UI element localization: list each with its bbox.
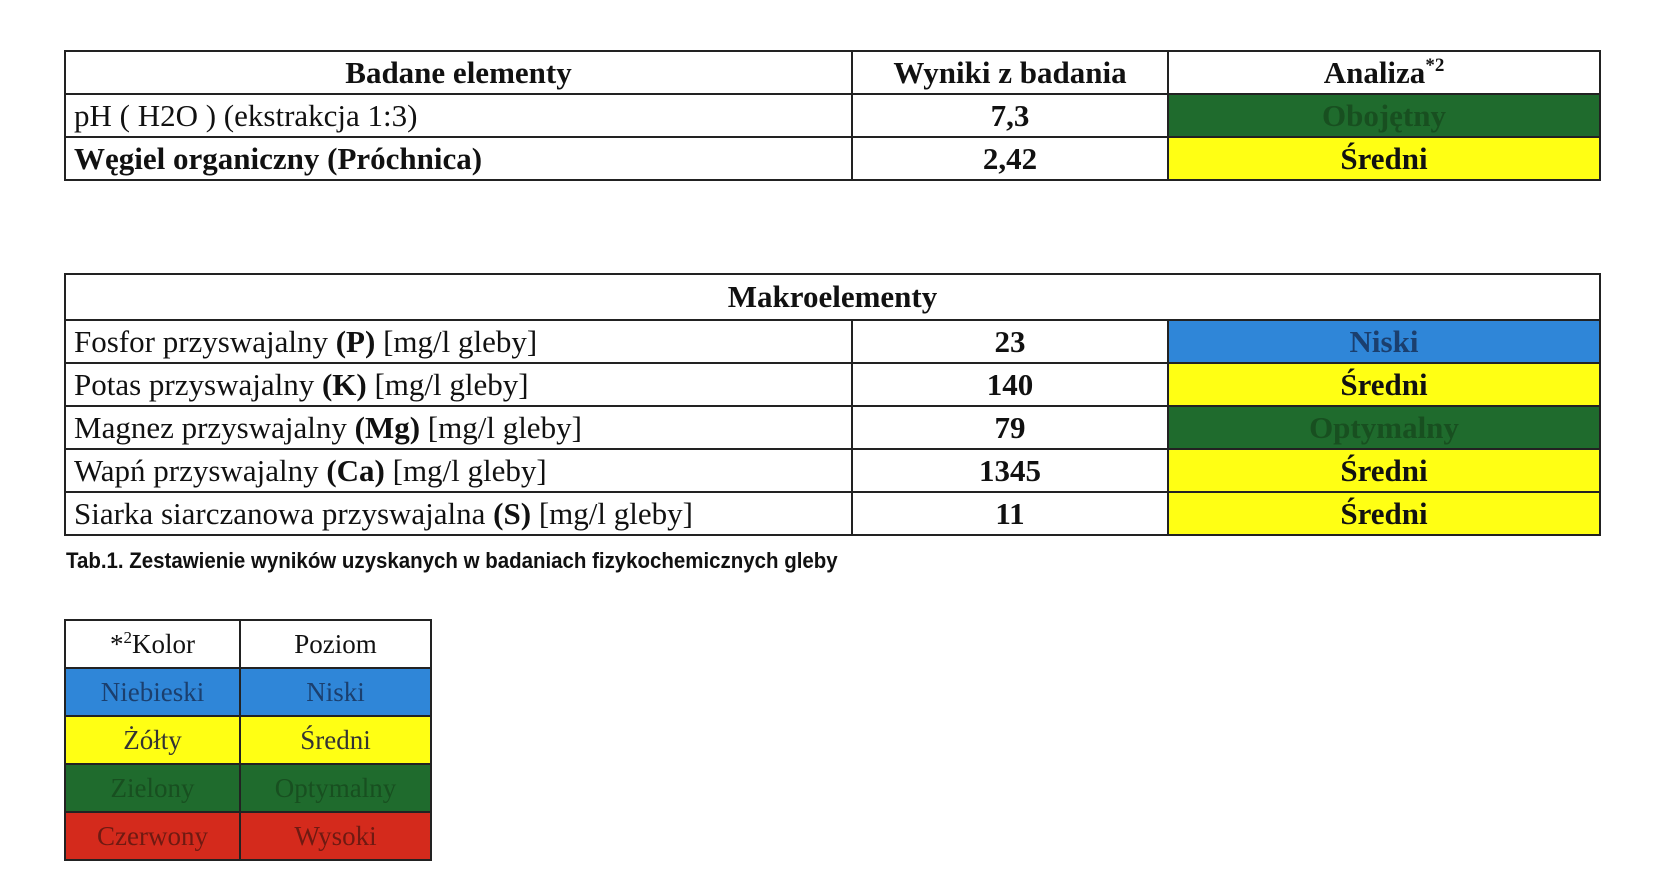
analysis-cell: Średni	[1167, 491, 1601, 536]
result-cell: 79	[851, 405, 1169, 450]
name: Potas przyswajalny	[74, 366, 322, 402]
prefix: *	[110, 629, 124, 659]
row: Wapń przyswajalny (Ca) [mg/l gleby] 1345 Ś…	[64, 448, 1601, 493]
analysis-cell: Średni	[1167, 448, 1601, 493]
color-name-cell: Niebieski	[64, 667, 241, 717]
legend-table: *2Kolor Poziom Niebieski Niski Żółty Średni…	[64, 619, 432, 861]
unit: [mg/l gleby]	[374, 366, 529, 402]
analysis-cell: Średni	[1167, 136, 1601, 181]
row: Potas przyswajalny (K) [mg/l gleby] 140 Śr…	[64, 362, 1601, 407]
analysis-cell: Niski	[1167, 319, 1601, 364]
header-cell: Badane elementy	[64, 50, 853, 95]
symbol: (Mg)	[354, 409, 421, 445]
legend-row: Żółty Średni	[64, 715, 432, 765]
title-row: Makroelementy	[64, 273, 1601, 321]
row: pH ( H2O ) (ekstrakcja 1:3) 7,3 Obojętny	[64, 93, 1601, 138]
name-cell: Węgiel organiczny (Próchnica)	[64, 136, 853, 181]
header-text: Kolor	[132, 629, 195, 659]
result-cell: 140	[851, 362, 1169, 407]
name-cell: Magnez przyswajalny (Mg) [mg/l gleby]	[64, 405, 853, 450]
name-cell: Potas przyswajalny (K) [mg/l gleby]	[64, 362, 853, 407]
title-cell: Makroelementy	[64, 273, 1601, 321]
header-text: Analiza	[1323, 54, 1426, 90]
result-cell: 23	[851, 319, 1169, 364]
level-cell: Średni	[239, 715, 432, 765]
color-name-cell: Czerwony	[64, 811, 241, 861]
legend-row: Czerwony Wysoki	[64, 811, 432, 861]
name: Wapń przyswajalny	[74, 452, 319, 488]
analysis-cell: Średni	[1167, 362, 1601, 407]
color-name-cell: Żółty	[64, 715, 241, 765]
result-cell: 1345	[851, 448, 1169, 493]
name-cell: Siarka siarczanowa przyswajalna (S) [mg/…	[64, 491, 853, 536]
result-cell: 2,42	[851, 136, 1169, 181]
level-cell: Optymalny	[239, 763, 432, 813]
symbol: (P)	[335, 323, 376, 359]
name-cell: pH ( H2O ) (ekstrakcja 1:3)	[64, 93, 853, 138]
name: Fosfor przyswajalny	[74, 323, 328, 359]
legend-header-row: *2Kolor Poziom	[64, 619, 432, 669]
unit: [mg/l gleby]	[392, 452, 547, 488]
results-table: Badane elementy Wyniki z badania Analiza…	[64, 50, 1601, 181]
unit: [mg/l gleby]	[538, 495, 693, 531]
header-row: Badane elementy Wyniki z badania Analiza…	[64, 50, 1601, 95]
header-cell: Analiza*2	[1167, 50, 1601, 95]
caption: Tab.1. Zestawienie wyników uzyskanych w …	[66, 548, 838, 573]
symbol: (Ca)	[326, 452, 385, 488]
legend-row: Niebieski Niski	[64, 667, 432, 717]
header-cell: Wyniki z badania	[851, 50, 1169, 95]
symbol: (K)	[321, 366, 367, 402]
color-name-cell: Zielony	[64, 763, 241, 813]
superscript: *2	[1425, 54, 1445, 76]
superscript: 2	[123, 628, 133, 647]
row: Magnez przyswajalny (Mg) [mg/l gleby] 79 O…	[64, 405, 1601, 450]
result-cell: 7,3	[851, 93, 1169, 138]
name-cell: Fosfor przyswajalny (P) [mg/l gleby]	[64, 319, 853, 364]
legend-row: Zielony Optymalny	[64, 763, 432, 813]
legend-header-cell: *2Kolor	[64, 619, 241, 669]
unit: [mg/l gleby]	[383, 323, 538, 359]
name-cell: Wapń przyswajalny (Ca) [mg/l gleby]	[64, 448, 853, 493]
unit: [mg/l gleby]	[427, 409, 582, 445]
macro-table: Makroelementy Fosfor przyswajalny (P) [m…	[64, 273, 1601, 536]
analysis-cell: Optymalny	[1167, 405, 1601, 450]
analysis-cell: Obojętny	[1167, 93, 1601, 138]
name: Siarka siarczanowa przyswajalna	[74, 495, 486, 531]
row: Węgiel organiczny (Próchnica) 2,42 Średn…	[64, 136, 1601, 181]
level-cell: Wysoki	[239, 811, 432, 861]
name: Magnez przyswajalny	[74, 409, 347, 445]
row: Fosfor przyswajalny (P) [mg/l gleby] 23 Ni…	[64, 319, 1601, 364]
level-cell: Niski	[239, 667, 432, 717]
result-cell: 11	[851, 491, 1169, 536]
row: Siarka siarczanowa przyswajalna (S) [mg/…	[64, 491, 1601, 536]
symbol: (S)	[493, 495, 532, 531]
legend-header-cell: Poziom	[239, 619, 432, 669]
